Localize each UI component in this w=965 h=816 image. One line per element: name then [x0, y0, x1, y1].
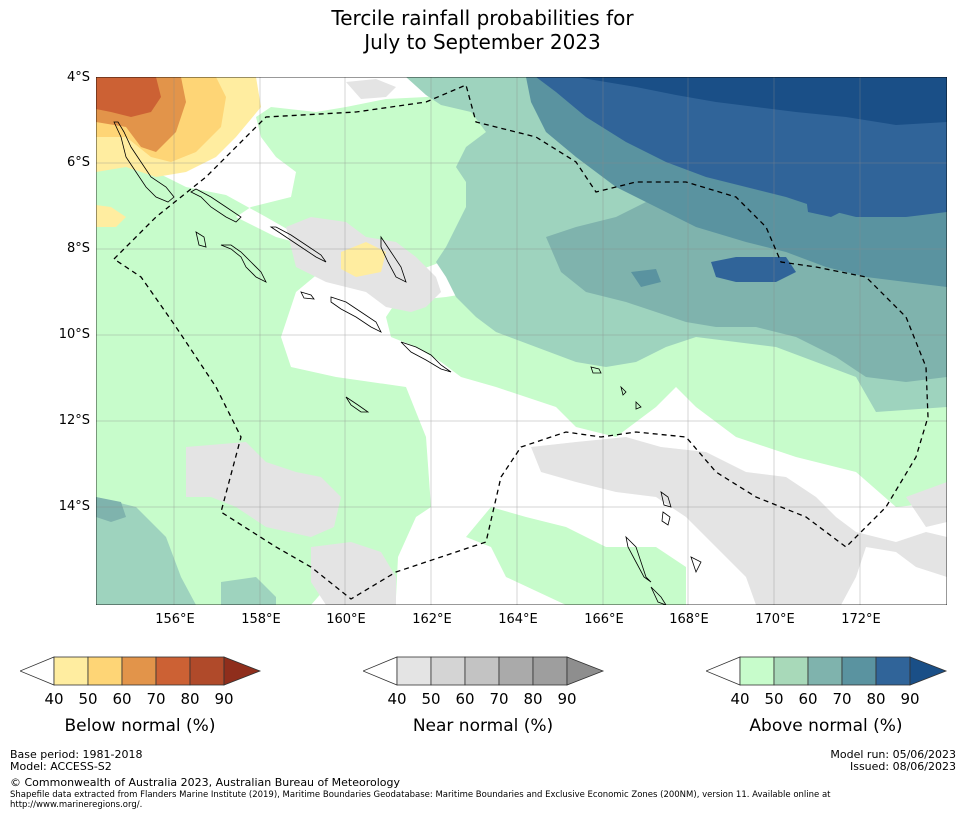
cbar-near-tick: 90 [557, 690, 577, 708]
cbar-above-tick: 60 [798, 690, 818, 708]
lon-label-164e: 164°E [498, 612, 538, 627]
lat-label-12s: 12°S [58, 413, 90, 428]
model-text: Model: ACCESS-S2 [10, 760, 112, 773]
shapefile-attribution: Shapefile data extracted from Flanders M… [10, 790, 831, 810]
footer-right: Model run: 05/06/2023 Issued: 08/06/2023 [830, 749, 956, 773]
cbar-below-tick: 80 [180, 690, 200, 708]
lon-label-170e: 170°E [755, 612, 795, 627]
cbar-above-tick: 70 [832, 690, 852, 708]
colorbar-above-normal-swatches [704, 656, 948, 686]
lon-label-162e: 162°E [412, 612, 452, 627]
cbar-above-tick: 40 [730, 690, 750, 708]
cbar-above-tick: 80 [866, 690, 886, 708]
colorbar-below-normal: 40 50 60 70 80 90 Below normal (%) [18, 656, 280, 746]
above-normal-80-90-blob [711, 257, 796, 282]
cbar-near-tick: 70 [489, 690, 509, 708]
cbar-below-tick: 90 [214, 690, 234, 708]
lon-label-156e: 156°E [155, 612, 195, 627]
lat-label-4s: 4°S [66, 70, 90, 85]
title-line-2: July to September 2023 [364, 30, 601, 54]
colorbar-above-normal: 40 50 60 70 80 90 Above normal (%) [704, 656, 965, 746]
cbar-below-tick: 70 [146, 690, 166, 708]
lat-label-14s: 14°S [58, 499, 90, 514]
above-normal-90-plus-region [576, 77, 947, 125]
model-run-text: Model run: 05/06/2023 [830, 748, 956, 761]
cbar-below-tick: 60 [112, 690, 132, 708]
cbar-below-caption: Below normal (%) [64, 716, 216, 736]
eez-boundaries [112, 84, 929, 600]
near-normal-40-50-region-south [311, 542, 396, 605]
lon-label-160e: 160°E [326, 612, 366, 627]
island-coastlines [113, 121, 702, 605]
lat-label-6s: 6°S [66, 155, 90, 170]
lon-label-166e: 166°E [584, 612, 624, 627]
cbar-near-tick: 60 [455, 690, 475, 708]
cbar-below-tick: 40 [44, 690, 64, 708]
cbar-below-tick: 50 [78, 690, 98, 708]
lat-label-10s: 10°S [58, 327, 90, 342]
footer-left: Base period: 1981-2018 Model: ACCESS-S2 [10, 749, 142, 773]
near-normal-40-50-region-southeast [531, 437, 947, 605]
cbar-near-tick: 40 [387, 690, 407, 708]
base-period-text: Base period: 1981-2018 [10, 748, 143, 761]
cbar-above-caption: Above normal (%) [749, 716, 903, 736]
below-normal-70-80-region [96, 77, 161, 117]
rainfall-probability-map[interactable] [96, 77, 947, 605]
title-line-1: Tercile rainfall probabilities for [331, 6, 634, 30]
copyright-text: © Commonwealth of Australia 2023, Austra… [10, 776, 400, 789]
solomon-islands-eez [112, 84, 929, 600]
cbar-above-tick: 90 [900, 690, 920, 708]
map-title: Tercile rainfall probabilities for July … [0, 6, 965, 54]
near-normal-40-50-region-central [346, 79, 396, 99]
colorbar-near-normal: 40 50 60 70 80 90 Near normal (%) [361, 656, 623, 746]
near-normal-40-50-region-southwest [186, 442, 341, 537]
lat-label-8s: 8°S [66, 241, 90, 256]
colorbar-below-normal-swatches [18, 656, 262, 686]
map-svg [96, 77, 947, 605]
cbar-near-caption: Near normal (%) [412, 716, 554, 736]
lon-label-172e: 172°E [841, 612, 881, 627]
lon-label-158e: 158°E [241, 612, 281, 627]
gridlines [96, 77, 947, 605]
issued-text: Issued: 08/06/2023 [849, 760, 956, 773]
cbar-near-tick: 80 [523, 690, 543, 708]
lon-label-168e: 168°E [669, 612, 709, 627]
colorbar-near-normal-swatches [361, 656, 605, 686]
cbar-near-tick: 50 [421, 690, 441, 708]
cbar-above-tick: 50 [764, 690, 784, 708]
above-normal-60-70-region [96, 167, 947, 522]
